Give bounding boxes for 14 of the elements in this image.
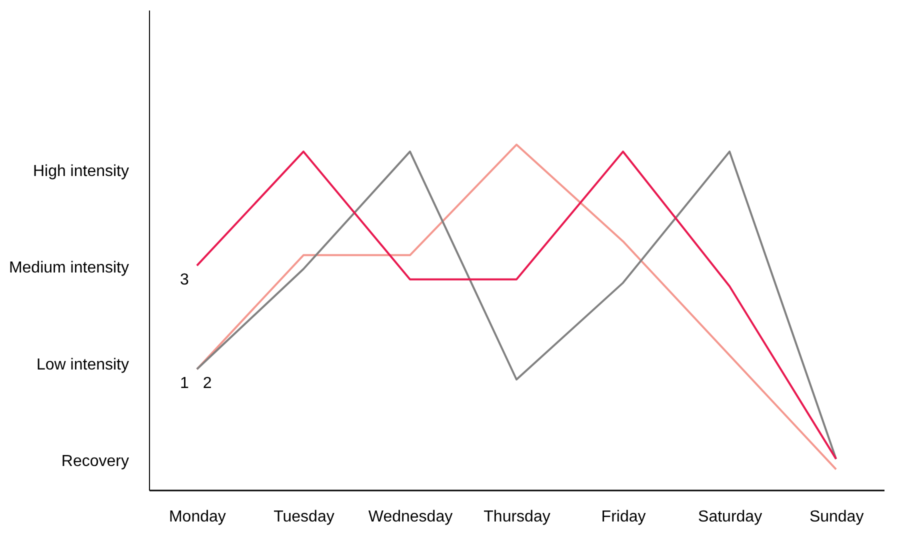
- x-tick-label: Monday: [168, 508, 226, 526]
- x-tick-label: Thursday: [484, 508, 550, 526]
- text: High intensity: [32, 162, 129, 180]
- x-tick-label: Wednesday: [368, 508, 453, 526]
- text: Recovery: [61, 453, 129, 470]
- series-label: 1: [180, 375, 190, 392]
- series-label: 2: [202, 375, 212, 392]
- text: Low intensity: [36, 356, 129, 374]
- x-tick-label: Friday: [601, 508, 646, 526]
- x-tick-label: Sunday: [809, 508, 864, 526]
- x-tick-label: Saturday: [698, 508, 762, 526]
- text: Medium intensity: [8, 260, 129, 277]
- x-tick-label: Tuesday: [274, 508, 334, 526]
- series-label: 3: [180, 272, 190, 289]
